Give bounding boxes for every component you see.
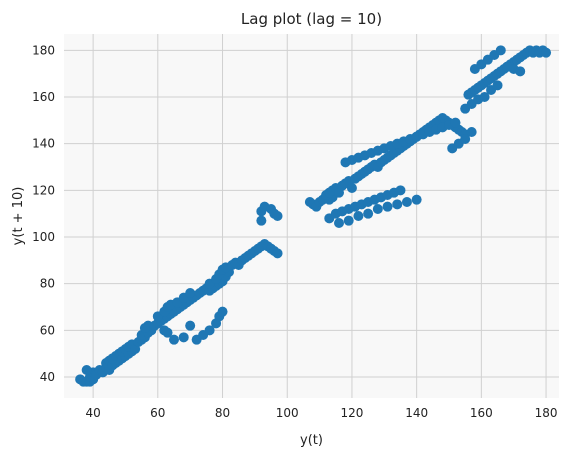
scatter-point	[346, 183, 357, 193]
y-axis-ticks: 40 60 80 100 120 140 160 180	[32, 43, 55, 384]
scatter-point	[162, 327, 173, 338]
x-tick-label: 140	[405, 406, 428, 420]
x-tick-label: 60	[150, 406, 165, 420]
scatter-point	[479, 92, 490, 102]
scatter-point	[411, 194, 422, 205]
scatter-point	[185, 320, 196, 331]
x-tick-label: 40	[85, 406, 100, 420]
scatter-point	[272, 248, 283, 259]
scatter-point	[495, 45, 506, 56]
scatter-point	[363, 208, 374, 219]
x-axis-label: y(t)	[300, 433, 323, 448]
scatter-point	[541, 47, 552, 58]
scatter-point	[81, 365, 92, 375]
y-tick-label: 80	[40, 277, 55, 291]
scatter-point	[515, 66, 526, 77]
scatter-point	[372, 204, 383, 214]
y-tick-label: 140	[32, 137, 55, 151]
scatter-point	[204, 325, 215, 336]
y-tick-label: 40	[40, 370, 55, 384]
scatter-point	[466, 127, 477, 137]
scatter-point	[392, 199, 403, 210]
grid-lines	[64, 34, 559, 398]
y-tick-label: 180	[32, 43, 55, 57]
scatter-point	[401, 197, 412, 207]
x-tick-label: 160	[470, 406, 493, 420]
scatter-point	[169, 334, 179, 345]
y-axis-label: y(t + 10)	[11, 187, 26, 246]
scatter-point	[178, 332, 189, 343]
scatter-point	[343, 215, 354, 226]
scatter-point	[353, 211, 364, 221]
scatter-point	[382, 201, 393, 212]
y-tick-label: 60	[40, 323, 55, 337]
scatter-point	[395, 185, 406, 196]
x-tick-label: 100	[276, 406, 299, 420]
scatter-point	[492, 80, 503, 91]
chart-title: Lag plot (lag = 10)	[241, 10, 382, 28]
scatter-point	[272, 211, 283, 221]
y-tick-label: 100	[32, 230, 55, 244]
scatter-points	[75, 45, 552, 387]
scatter-point	[185, 288, 196, 298]
y-tick-label: 120	[32, 183, 55, 197]
scatter-point	[139, 323, 150, 333]
x-tick-label: 180	[535, 406, 558, 420]
scatter-point	[256, 215, 267, 226]
x-axis-ticks: 40 60 80 100 120 140 160 180	[85, 406, 557, 420]
scatter-point	[217, 306, 228, 317]
scatter-point	[334, 218, 344, 228]
scatter-point	[460, 134, 471, 144]
y-tick-label: 160	[32, 90, 55, 104]
x-tick-label: 80	[215, 406, 230, 420]
scatter-point	[450, 117, 461, 128]
x-tick-label: 120	[340, 406, 363, 420]
